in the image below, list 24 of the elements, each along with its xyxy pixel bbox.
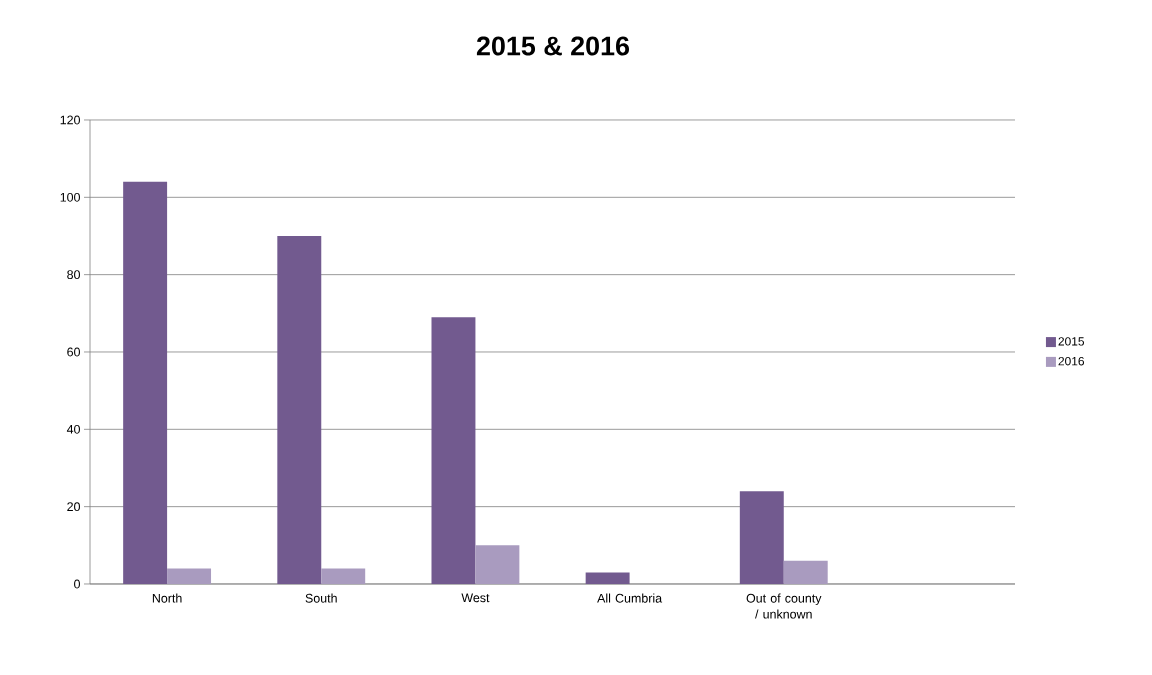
bar — [783, 560, 828, 584]
y-tick-label: 120 — [60, 115, 80, 125]
bar — [475, 545, 520, 584]
chart-title: 2015 & 2016 — [476, 36, 629, 56]
x-tick-label: North — [152, 593, 182, 603]
x-tick-label: South — [305, 593, 337, 603]
bar — [167, 568, 212, 584]
legend-label: 2015 — [1058, 337, 1085, 346]
x-tick-label: All Cumbria — [597, 593, 663, 603]
bar — [123, 181, 168, 584]
legend-label: 2016 — [1058, 356, 1084, 366]
bar — [321, 568, 366, 584]
x-tick-label: Out of county / unknown — [746, 593, 822, 619]
y-tick-label: 60 — [67, 347, 80, 357]
y-tick-label: 40 — [66, 424, 80, 434]
bar — [277, 235, 322, 584]
y-tick-label: 20 — [67, 502, 80, 512]
y-tick-label: 0 — [74, 579, 80, 589]
y-tick-label: 100 — [60, 192, 80, 202]
bar — [431, 317, 476, 584]
bar — [739, 491, 784, 584]
y-tick-label: 80 — [67, 270, 80, 280]
bar — [585, 572, 630, 584]
x-tick-label: West — [461, 593, 490, 603]
